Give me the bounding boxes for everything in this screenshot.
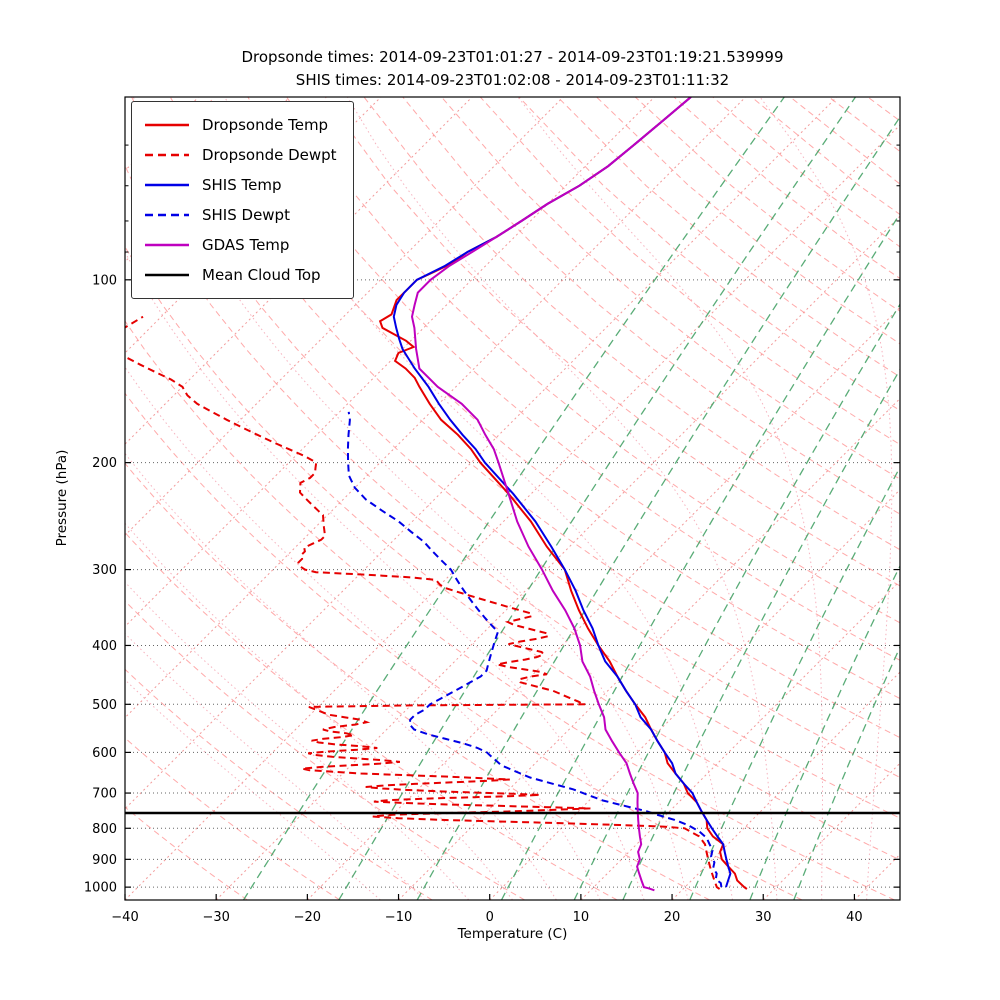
legend-item: Dropsonde Dewpt bbox=[143, 140, 337, 170]
mixing-ratio-line bbox=[500, 212, 900, 900]
x-tick-label: 40 bbox=[846, 910, 863, 925]
x-tick-label: 20 bbox=[664, 910, 681, 925]
legend-line-sample bbox=[145, 123, 189, 127]
y-tick-label: 200 bbox=[92, 456, 117, 471]
legend-line-sample bbox=[145, 183, 189, 187]
shis-temp-line bbox=[392, 97, 732, 888]
moist-adiabat-line bbox=[759, 97, 893, 900]
dry-adiabat-line bbox=[634, 97, 900, 312]
y-tick-label: 300 bbox=[92, 563, 117, 578]
moist-adiabat-line bbox=[517, 97, 823, 900]
y-tick-label: 600 bbox=[92, 746, 117, 761]
mixing-ratio-line bbox=[749, 564, 900, 900]
moist-adiabat-line bbox=[125, 522, 513, 900]
legend-item-label: SHIS Dewpt bbox=[202, 206, 290, 224]
dry-adiabat-line bbox=[125, 320, 895, 900]
legend-line-sample bbox=[145, 153, 189, 157]
dry-adiabat-line bbox=[828, 97, 900, 153]
y-tick-label: 900 bbox=[92, 853, 117, 868]
mixing-ratio-line bbox=[793, 645, 900, 900]
y-tick-label: 700 bbox=[92, 787, 117, 802]
y-axis-label: Pressure (hPa) bbox=[54, 449, 70, 547]
sounding-curves bbox=[125, 97, 900, 892]
x-axis-ticks: −40 −30 −20 −10 0 10 20 30 40 bbox=[111, 894, 863, 925]
x-tick-label: −20 bbox=[294, 910, 321, 925]
chart-title-line2: SHIS times: 2014-09-23T01:02:08 - 2014-0… bbox=[295, 71, 730, 89]
dry-adiabat-line bbox=[363, 97, 900, 551]
y-tick-label: 100 bbox=[92, 273, 117, 288]
mixing-ratio-line bbox=[689, 465, 900, 900]
y-tick-label: 1000 bbox=[84, 881, 117, 896]
dry-adiabat-line bbox=[557, 97, 900, 378]
mixing-ratio-lines bbox=[242, 97, 900, 900]
dry-adiabat-line bbox=[518, 97, 900, 412]
legend-line-sample bbox=[145, 213, 189, 217]
dry-adiabat-line bbox=[125, 245, 900, 861]
x-tick-label: −10 bbox=[385, 910, 412, 925]
legend-item-label: GDAS Temp bbox=[202, 236, 290, 254]
dropsonde-dewpt-line bbox=[125, 315, 721, 890]
x-axis-label: Temperature (C) bbox=[457, 926, 568, 942]
dry-adiabat-line bbox=[751, 97, 900, 216]
x-tick-label: 10 bbox=[573, 910, 590, 925]
y-tick-label: 500 bbox=[92, 698, 117, 713]
x-tick-label: 30 bbox=[755, 910, 772, 925]
mixing-ratio-line bbox=[573, 303, 900, 900]
y-tick-label: 400 bbox=[92, 639, 117, 654]
dry-adiabat-line bbox=[789, 97, 900, 185]
dry-adiabat-line bbox=[125, 668, 433, 900]
mixing-ratio-line bbox=[622, 368, 900, 900]
legend-item: SHIS Dewpt bbox=[143, 200, 337, 230]
dry-adiabat-line bbox=[125, 531, 618, 900]
dry-adiabat-line bbox=[125, 462, 710, 900]
dry-adiabat-line bbox=[596, 97, 900, 345]
legend-line-sample bbox=[145, 243, 189, 247]
legend-item: Mean Cloud Top bbox=[143, 260, 337, 290]
axes-frame bbox=[124, 96, 901, 901]
dry-adiabat-line bbox=[712, 97, 900, 248]
moist-adiabat-line bbox=[125, 581, 470, 900]
legend-item-label: Dropsonde Dewpt bbox=[202, 146, 337, 164]
x-tick-label: −30 bbox=[202, 910, 229, 925]
legend-item-label: SHIS Temp bbox=[202, 176, 282, 194]
mixing-ratio-line bbox=[242, 97, 785, 900]
chart-title-line1: Dropsonde times: 2014-09-23T01:01:27 - 2… bbox=[241, 48, 784, 66]
gdas-temp-line bbox=[410, 97, 692, 892]
mixing-ratio-line bbox=[416, 115, 900, 900]
legend: Dropsonde Temp Dropsonde Dewpt SHIS Temp SH… bbox=[131, 101, 354, 299]
y-axis-ticks: 100 200 300 400 500 600 700 800 900 1000 bbox=[84, 144, 900, 896]
legend-item: GDAS Temp bbox=[143, 230, 337, 260]
dry-adiabat-line bbox=[286, 97, 900, 624]
x-tick-label: 0 bbox=[486, 910, 494, 925]
dry-adiabat-line bbox=[673, 97, 900, 280]
legend-line-sample bbox=[145, 273, 189, 277]
legend-item-label: Dropsonde Temp bbox=[202, 116, 329, 134]
dry-adiabat-line bbox=[247, 97, 900, 661]
dry-adiabat-line bbox=[131, 97, 900, 778]
legend-item-label: Mean Cloud Top bbox=[202, 266, 321, 284]
legend-item: SHIS Temp bbox=[143, 170, 337, 200]
mixing-ratio-line bbox=[338, 97, 857, 900]
legend-item: Dropsonde Temp bbox=[143, 110, 337, 140]
moist-adiabat-line bbox=[346, 97, 778, 900]
moist-adiabat-line bbox=[125, 251, 645, 900]
shis-dewpt-line bbox=[346, 411, 723, 888]
x-tick-label: −40 bbox=[111, 910, 138, 925]
y-tick-label: 800 bbox=[92, 822, 117, 837]
chart-title: Dropsonde times: 2014-09-23T01:01:27 - 2… bbox=[125, 46, 900, 92]
dry-adiabat-line bbox=[479, 97, 900, 446]
moist-adiabat-line bbox=[912, 97, 1000, 900]
moist-adiabat-line bbox=[125, 452, 557, 900]
dry-adiabat-line bbox=[867, 97, 900, 122]
